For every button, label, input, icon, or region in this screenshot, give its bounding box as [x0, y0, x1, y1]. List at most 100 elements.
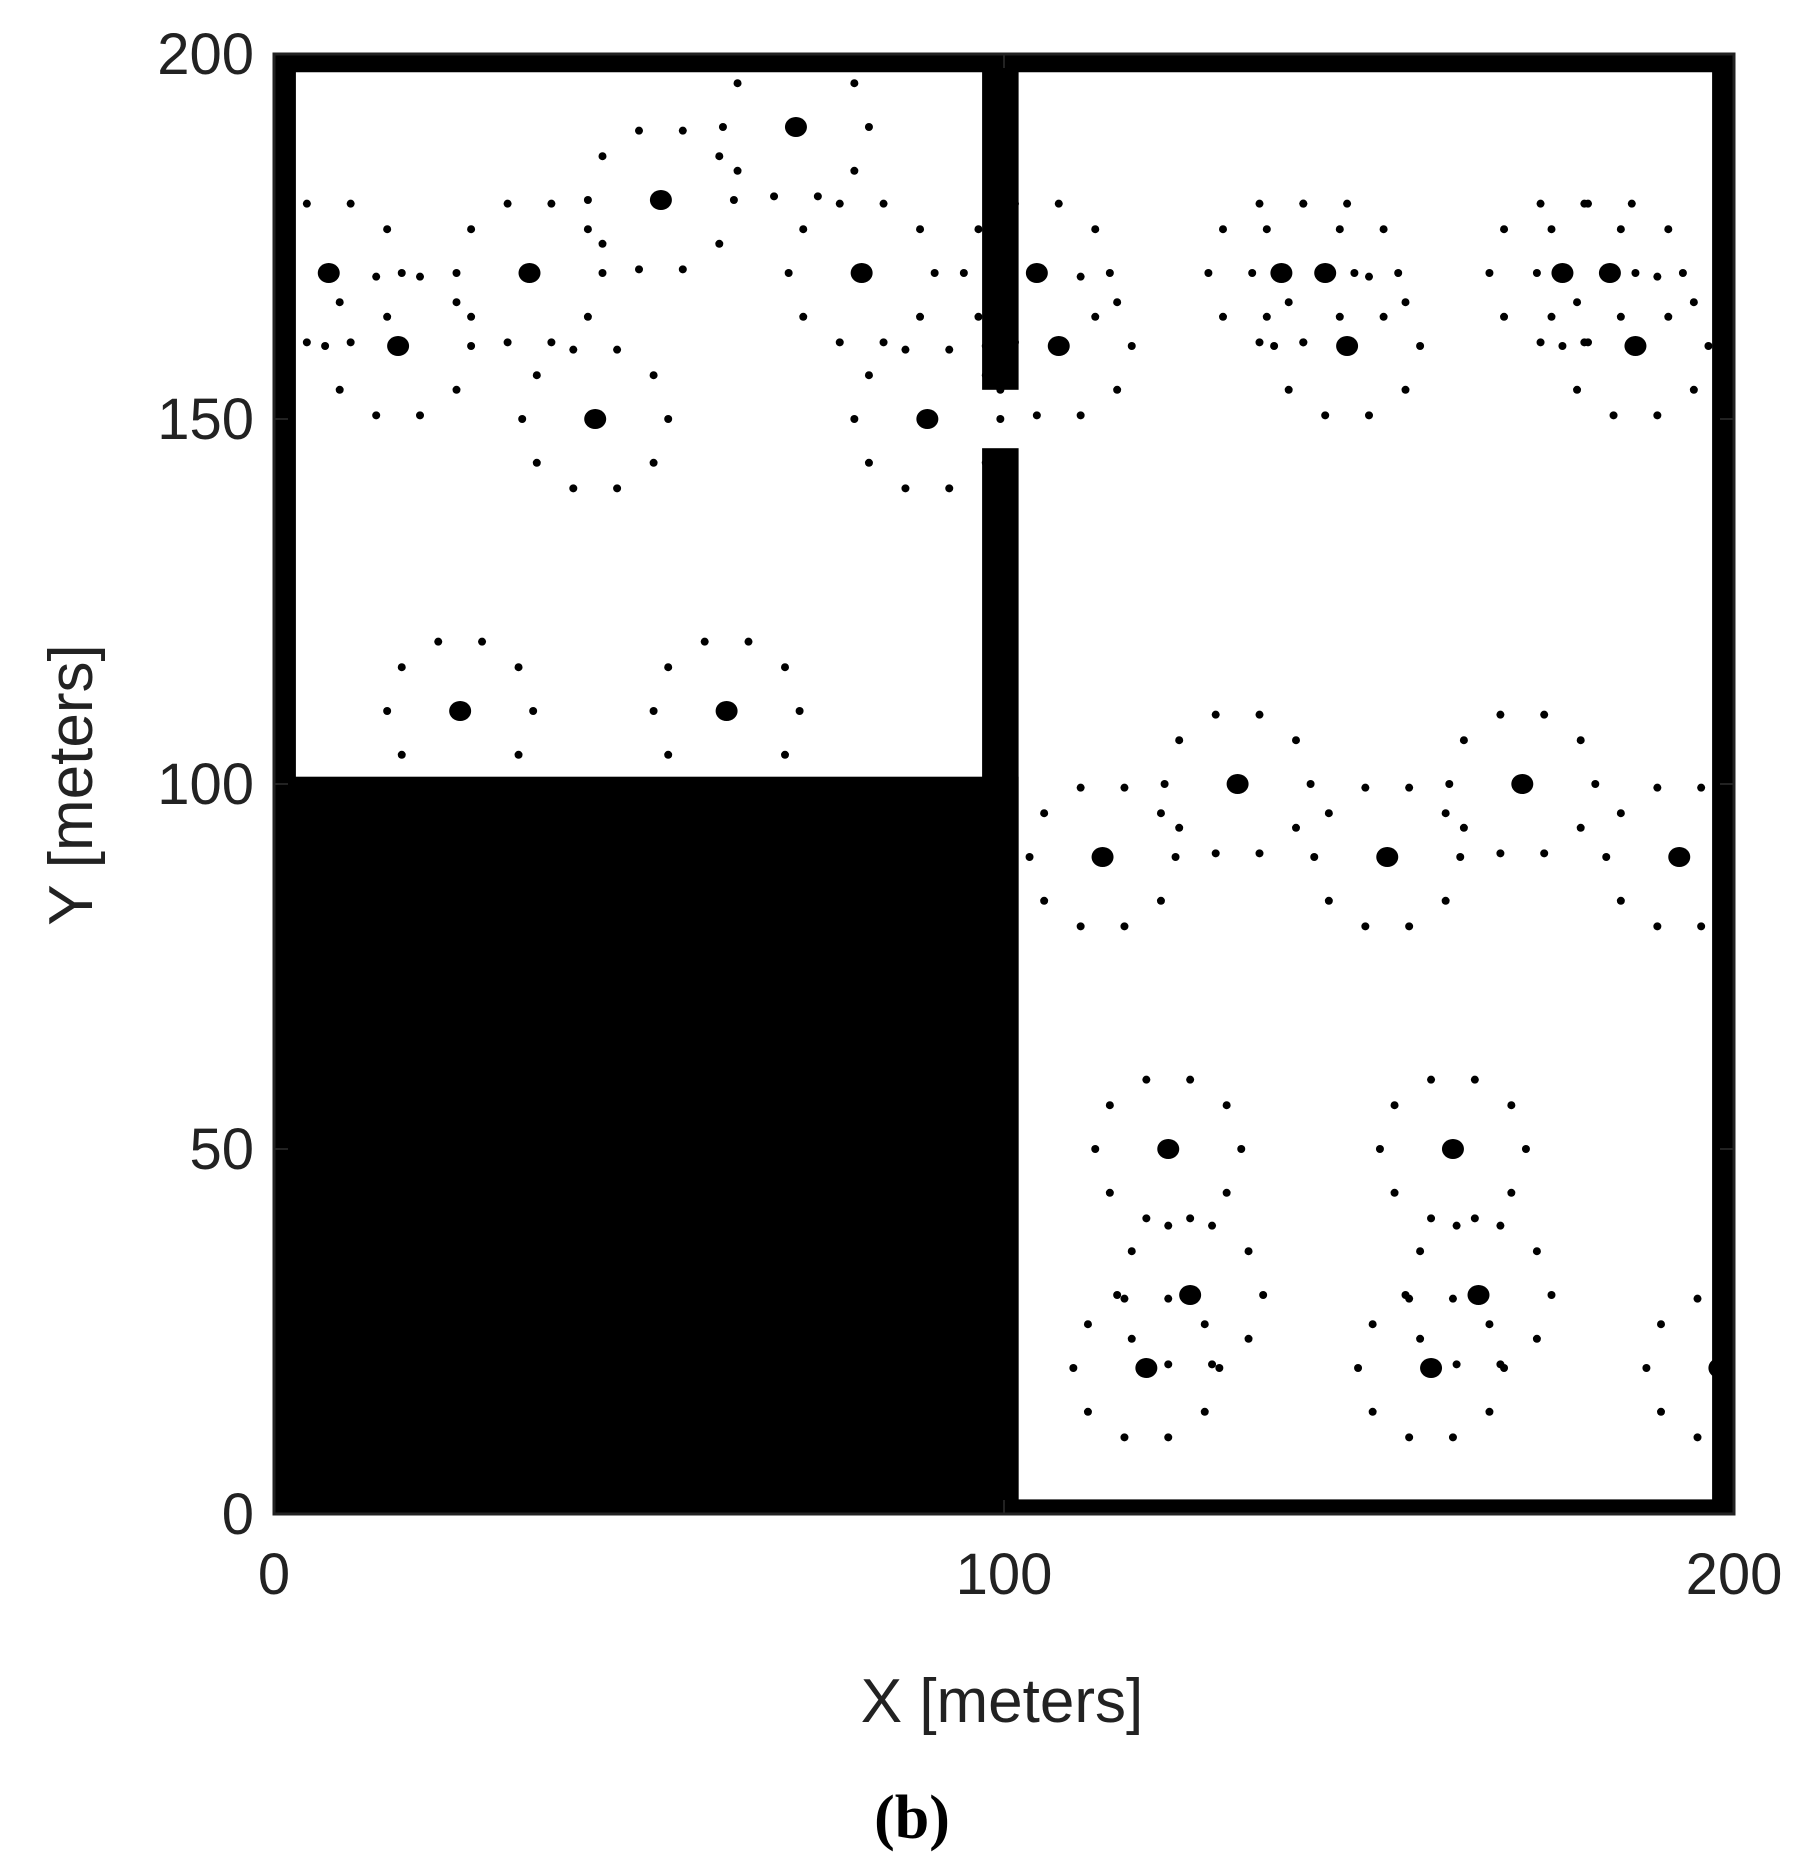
reading-marker	[569, 345, 578, 354]
reading-marker	[1441, 896, 1450, 905]
reading-marker	[1602, 853, 1611, 861]
reading-marker	[1076, 922, 1085, 931]
reading-marker	[1609, 272, 1618, 281]
reading-marker	[1054, 199, 1063, 208]
reading-marker	[850, 79, 859, 88]
reading-marker	[1375, 1145, 1384, 1153]
reading-marker	[1324, 896, 1333, 905]
node-marker	[784, 117, 807, 137]
reading-marker	[1164, 1433, 1173, 1442]
reading-marker	[583, 225, 592, 234]
node-marker	[715, 701, 738, 721]
reading-marker	[1653, 411, 1662, 420]
reading-marker	[1105, 1101, 1114, 1110]
node-marker	[916, 409, 939, 429]
reading-marker	[1448, 1433, 1457, 1442]
reading-marker	[1584, 199, 1592, 208]
reading-marker	[1292, 823, 1300, 832]
reading-marker	[1470, 1075, 1479, 1084]
reading-marker	[1040, 896, 1049, 905]
reading-marker	[1127, 1334, 1136, 1343]
reading-marker	[678, 126, 687, 135]
reading-marker	[729, 196, 738, 204]
reading-marker	[1262, 312, 1271, 321]
reading-marker	[1076, 411, 1085, 420]
reading-marker	[1175, 736, 1184, 745]
reading-marker	[1054, 338, 1063, 347]
reading-marker	[996, 385, 1005, 394]
reading-marker	[532, 371, 541, 380]
reading-marker	[649, 458, 658, 467]
reading-marker	[1642, 1364, 1651, 1372]
reading-marker	[916, 225, 925, 234]
reading-marker	[478, 637, 487, 646]
node-marker	[387, 336, 410, 356]
reading-marker	[813, 53, 822, 62]
reading-marker	[1459, 823, 1468, 832]
reading-marker	[1496, 1221, 1505, 1230]
reading-marker	[1616, 809, 1625, 818]
reading-marker	[981, 458, 990, 467]
reading-marker	[452, 298, 461, 307]
reading-marker	[1076, 783, 1085, 792]
reading-marker	[467, 225, 476, 234]
reading-marker	[1693, 1433, 1702, 1442]
reading-marker	[1113, 1291, 1122, 1299]
reading-marker	[930, 269, 939, 277]
reading-marker	[784, 269, 793, 277]
x-tick-label: 0	[258, 1542, 290, 1607]
reading-marker	[1204, 269, 1213, 277]
reading-marker	[416, 272, 424, 281]
node-marker	[317, 263, 340, 283]
reading-marker	[835, 338, 844, 347]
reading-marker	[1113, 385, 1122, 394]
reading-marker	[1609, 411, 1618, 420]
node-marker	[1157, 1139, 1180, 1159]
reading-marker	[1576, 736, 1585, 745]
reading-marker	[1142, 1075, 1151, 1084]
reading-marker	[372, 272, 381, 281]
reading-marker	[1083, 1407, 1092, 1416]
reading-marker	[781, 663, 789, 672]
reading-marker	[1365, 411, 1373, 420]
reading-marker	[1631, 269, 1640, 277]
reading-marker	[598, 269, 607, 277]
reading-marker	[981, 371, 990, 380]
reading-marker	[1405, 1433, 1414, 1442]
reading-marker	[1025, 853, 1034, 861]
y-axis-label: Y [meters]	[37, 644, 106, 925]
reading-marker	[715, 152, 724, 161]
y-tick-label: 200	[157, 22, 254, 87]
reading-marker	[1160, 780, 1169, 788]
reading-marker	[850, 166, 859, 175]
reading-marker	[781, 750, 789, 759]
reading-marker	[1255, 338, 1264, 347]
reading-marker	[1032, 272, 1041, 281]
reading-marker	[1664, 225, 1673, 234]
reading-marker	[770, 192, 779, 201]
reading-marker	[1335, 225, 1344, 234]
reading-marker	[1664, 312, 1673, 321]
reading-marker	[664, 663, 673, 672]
reading-marker	[1558, 342, 1567, 350]
reading-marker	[547, 199, 556, 208]
plot-area	[274, 53, 1734, 1515]
reading-marker	[583, 196, 592, 204]
reading-marker	[1270, 342, 1279, 350]
reading-marker	[635, 126, 643, 135]
reading-marker	[1485, 269, 1494, 277]
reading-marker	[1427, 1075, 1436, 1084]
reading-marker	[1120, 1433, 1129, 1442]
reading-marker	[302, 199, 311, 208]
reading-marker	[1704, 342, 1713, 350]
reading-marker	[1394, 269, 1403, 277]
reading-marker	[613, 484, 622, 493]
reading-marker	[1343, 338, 1352, 347]
reading-marker	[598, 239, 607, 248]
reading-marker	[1573, 298, 1582, 307]
node-marker	[1179, 1285, 1202, 1305]
reading-marker	[1379, 312, 1388, 321]
reading-marker	[733, 166, 742, 175]
reading-marker	[1697, 783, 1706, 792]
